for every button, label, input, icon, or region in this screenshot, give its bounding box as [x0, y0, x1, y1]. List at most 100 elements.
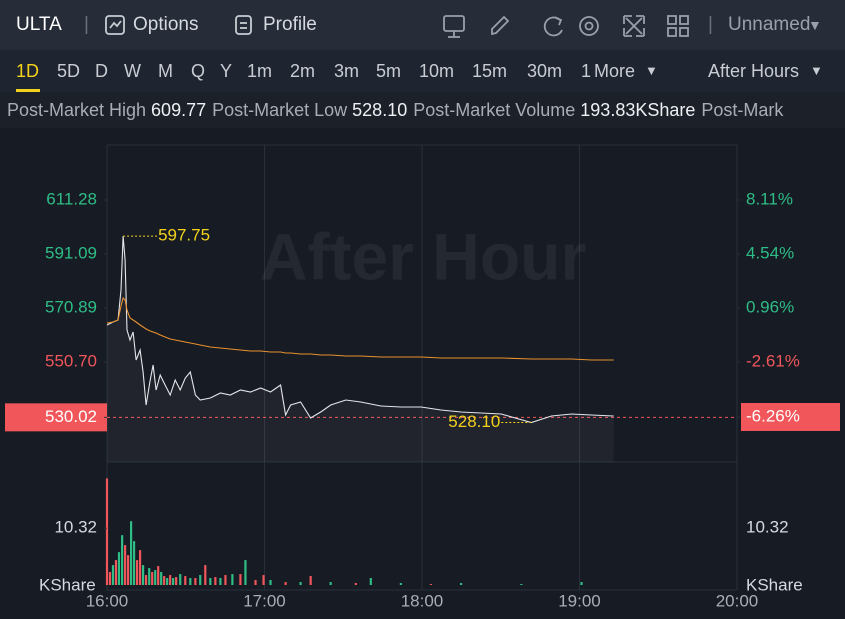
y2-tick-label: 0.96%	[746, 297, 794, 316]
volume-bar	[204, 565, 207, 585]
refresh-icon[interactable]	[543, 16, 563, 37]
volume-bar	[214, 577, 217, 585]
timeframe[interactable]: Q	[191, 61, 206, 81]
volume-bar	[117, 552, 121, 585]
profile-icon	[235, 15, 252, 35]
timeframe[interactable]: 30m	[527, 61, 563, 81]
timeframe-bar: After Hours ▼ 1D 5D D W M Q Y 1m 2m 3m 5m 10m 15m 30m…	[0, 50, 845, 92]
volume-bar	[399, 583, 402, 585]
stat-label: Post-Market Volume	[413, 100, 576, 120]
volume-bar	[160, 572, 163, 585]
volume-bar	[121, 535, 124, 585]
x-tick-label: 16:00	[86, 591, 129, 610]
volume-bar	[154, 570, 157, 585]
ref-label-box	[741, 402, 840, 431]
volume-bar	[329, 582, 332, 585]
timeframe[interactable]: 15m	[472, 61, 508, 81]
volume-bar	[239, 574, 242, 585]
timeframe[interactable]: 2m	[290, 61, 316, 81]
volume-bar	[124, 545, 127, 585]
dropdown-arrow: ▼	[808, 17, 822, 33]
options-tab[interactable]: Options	[133, 14, 199, 35]
y2-tick-label: 8.11%	[746, 189, 793, 208]
stat-value: 609.77	[151, 100, 207, 120]
volume-bar	[219, 578, 222, 585]
volume-unit: KShare	[39, 575, 96, 594]
volume-bar	[184, 576, 187, 585]
volume-bar	[105, 478, 109, 585]
y-tick-label: 591.09	[45, 243, 97, 262]
volume-bar	[580, 582, 583, 585]
y2-tick-label: -2.61%	[746, 351, 800, 370]
fullscreen-icon[interactable]	[623, 15, 645, 37]
volume-bar	[224, 575, 227, 585]
separator: |	[708, 14, 713, 35]
x-tick-label: 17:00	[243, 591, 286, 610]
volume-bar	[199, 575, 202, 585]
x-tick-label: 19:00	[558, 591, 601, 610]
volume-bar	[262, 575, 265, 585]
volume-bar	[269, 579, 272, 585]
volume-bar	[132, 541, 136, 585]
chart-icon[interactable]	[443, 15, 465, 32]
stat-label: Post-Market High	[7, 100, 147, 120]
volume-bar	[138, 550, 142, 585]
volume-bar	[127, 555, 130, 585]
volume-bar	[429, 584, 433, 585]
volume-bar	[108, 572, 112, 585]
price-area	[107, 236, 614, 462]
options-icon	[105, 15, 125, 35]
volume-tick-label: 10.32	[54, 518, 97, 537]
volume-bar	[166, 578, 169, 585]
x-tick-label: 18:00	[401, 591, 444, 610]
volume-bar	[163, 576, 166, 585]
volume-unit: KShare	[746, 575, 803, 594]
timeframe[interactable]: D	[95, 61, 108, 81]
symbol[interactable]: ULTA	[16, 14, 62, 35]
volume-tick-label: 10.32	[746, 518, 789, 537]
volume-bar	[369, 578, 372, 585]
timeframe[interactable]: 5D	[57, 61, 81, 81]
settings-icon[interactable]	[579, 16, 599, 36]
annotation-label: 597.75	[158, 226, 210, 245]
timeframe[interactable]: W	[124, 61, 141, 81]
y-tick-label: 530.02	[45, 407, 97, 426]
dropdown-arrow: ▼	[810, 63, 823, 78]
layout-icon[interactable]	[667, 15, 677, 25]
chart: 16:00 17:00 18:00 19:00 20:00 After Hour 611.2…	[5, 144, 840, 610]
timeframe[interactable]: 5m	[376, 61, 402, 81]
stat-value: 193.83KShare	[580, 100, 696, 120]
y2-tick-label: 4.54%	[746, 243, 794, 262]
volume-bar	[284, 582, 287, 585]
stat-value: 528.10	[352, 100, 408, 120]
profile-tab[interactable]: Profile	[263, 14, 317, 35]
volume-bar	[244, 560, 247, 585]
timeframe[interactable]: M	[158, 61, 173, 81]
volume-bar	[179, 574, 182, 585]
toolbar-icons	[443, 15, 689, 38]
draw-icon[interactable]	[491, 15, 510, 36]
stat-label: Post-Mark	[701, 100, 784, 120]
volume-bar	[309, 576, 312, 585]
x-tick-label: 20:00	[716, 591, 759, 610]
session-select[interactable]: After Hours	[707, 61, 799, 81]
timeframe[interactable]: 1	[581, 61, 592, 81]
timeframe[interactable]: 10m	[419, 61, 455, 81]
timeframe[interactable]: 1m	[247, 61, 273, 81]
timeframe[interactable]: Y	[220, 61, 233, 81]
volume-bar	[354, 583, 357, 585]
volume-bar	[114, 560, 118, 585]
timeframe[interactable]: More	[594, 61, 636, 81]
volume-bar	[194, 578, 197, 585]
volume-bar	[459, 583, 463, 585]
volume-bar	[169, 575, 172, 585]
ref-label-box	[5, 403, 107, 432]
timeframe[interactable]: 1D	[16, 61, 40, 81]
layout-name[interactable]: Unnamed	[728, 14, 811, 35]
volume-bar	[148, 568, 151, 585]
top-bar: ULTA | Options Profile | Unnamed ▼	[0, 0, 845, 50]
timeframe[interactable]: 3m	[334, 61, 360, 81]
price-line	[106, 296, 614, 361]
volume-bar	[151, 572, 154, 585]
y-tick-label: 550.70	[45, 352, 97, 371]
